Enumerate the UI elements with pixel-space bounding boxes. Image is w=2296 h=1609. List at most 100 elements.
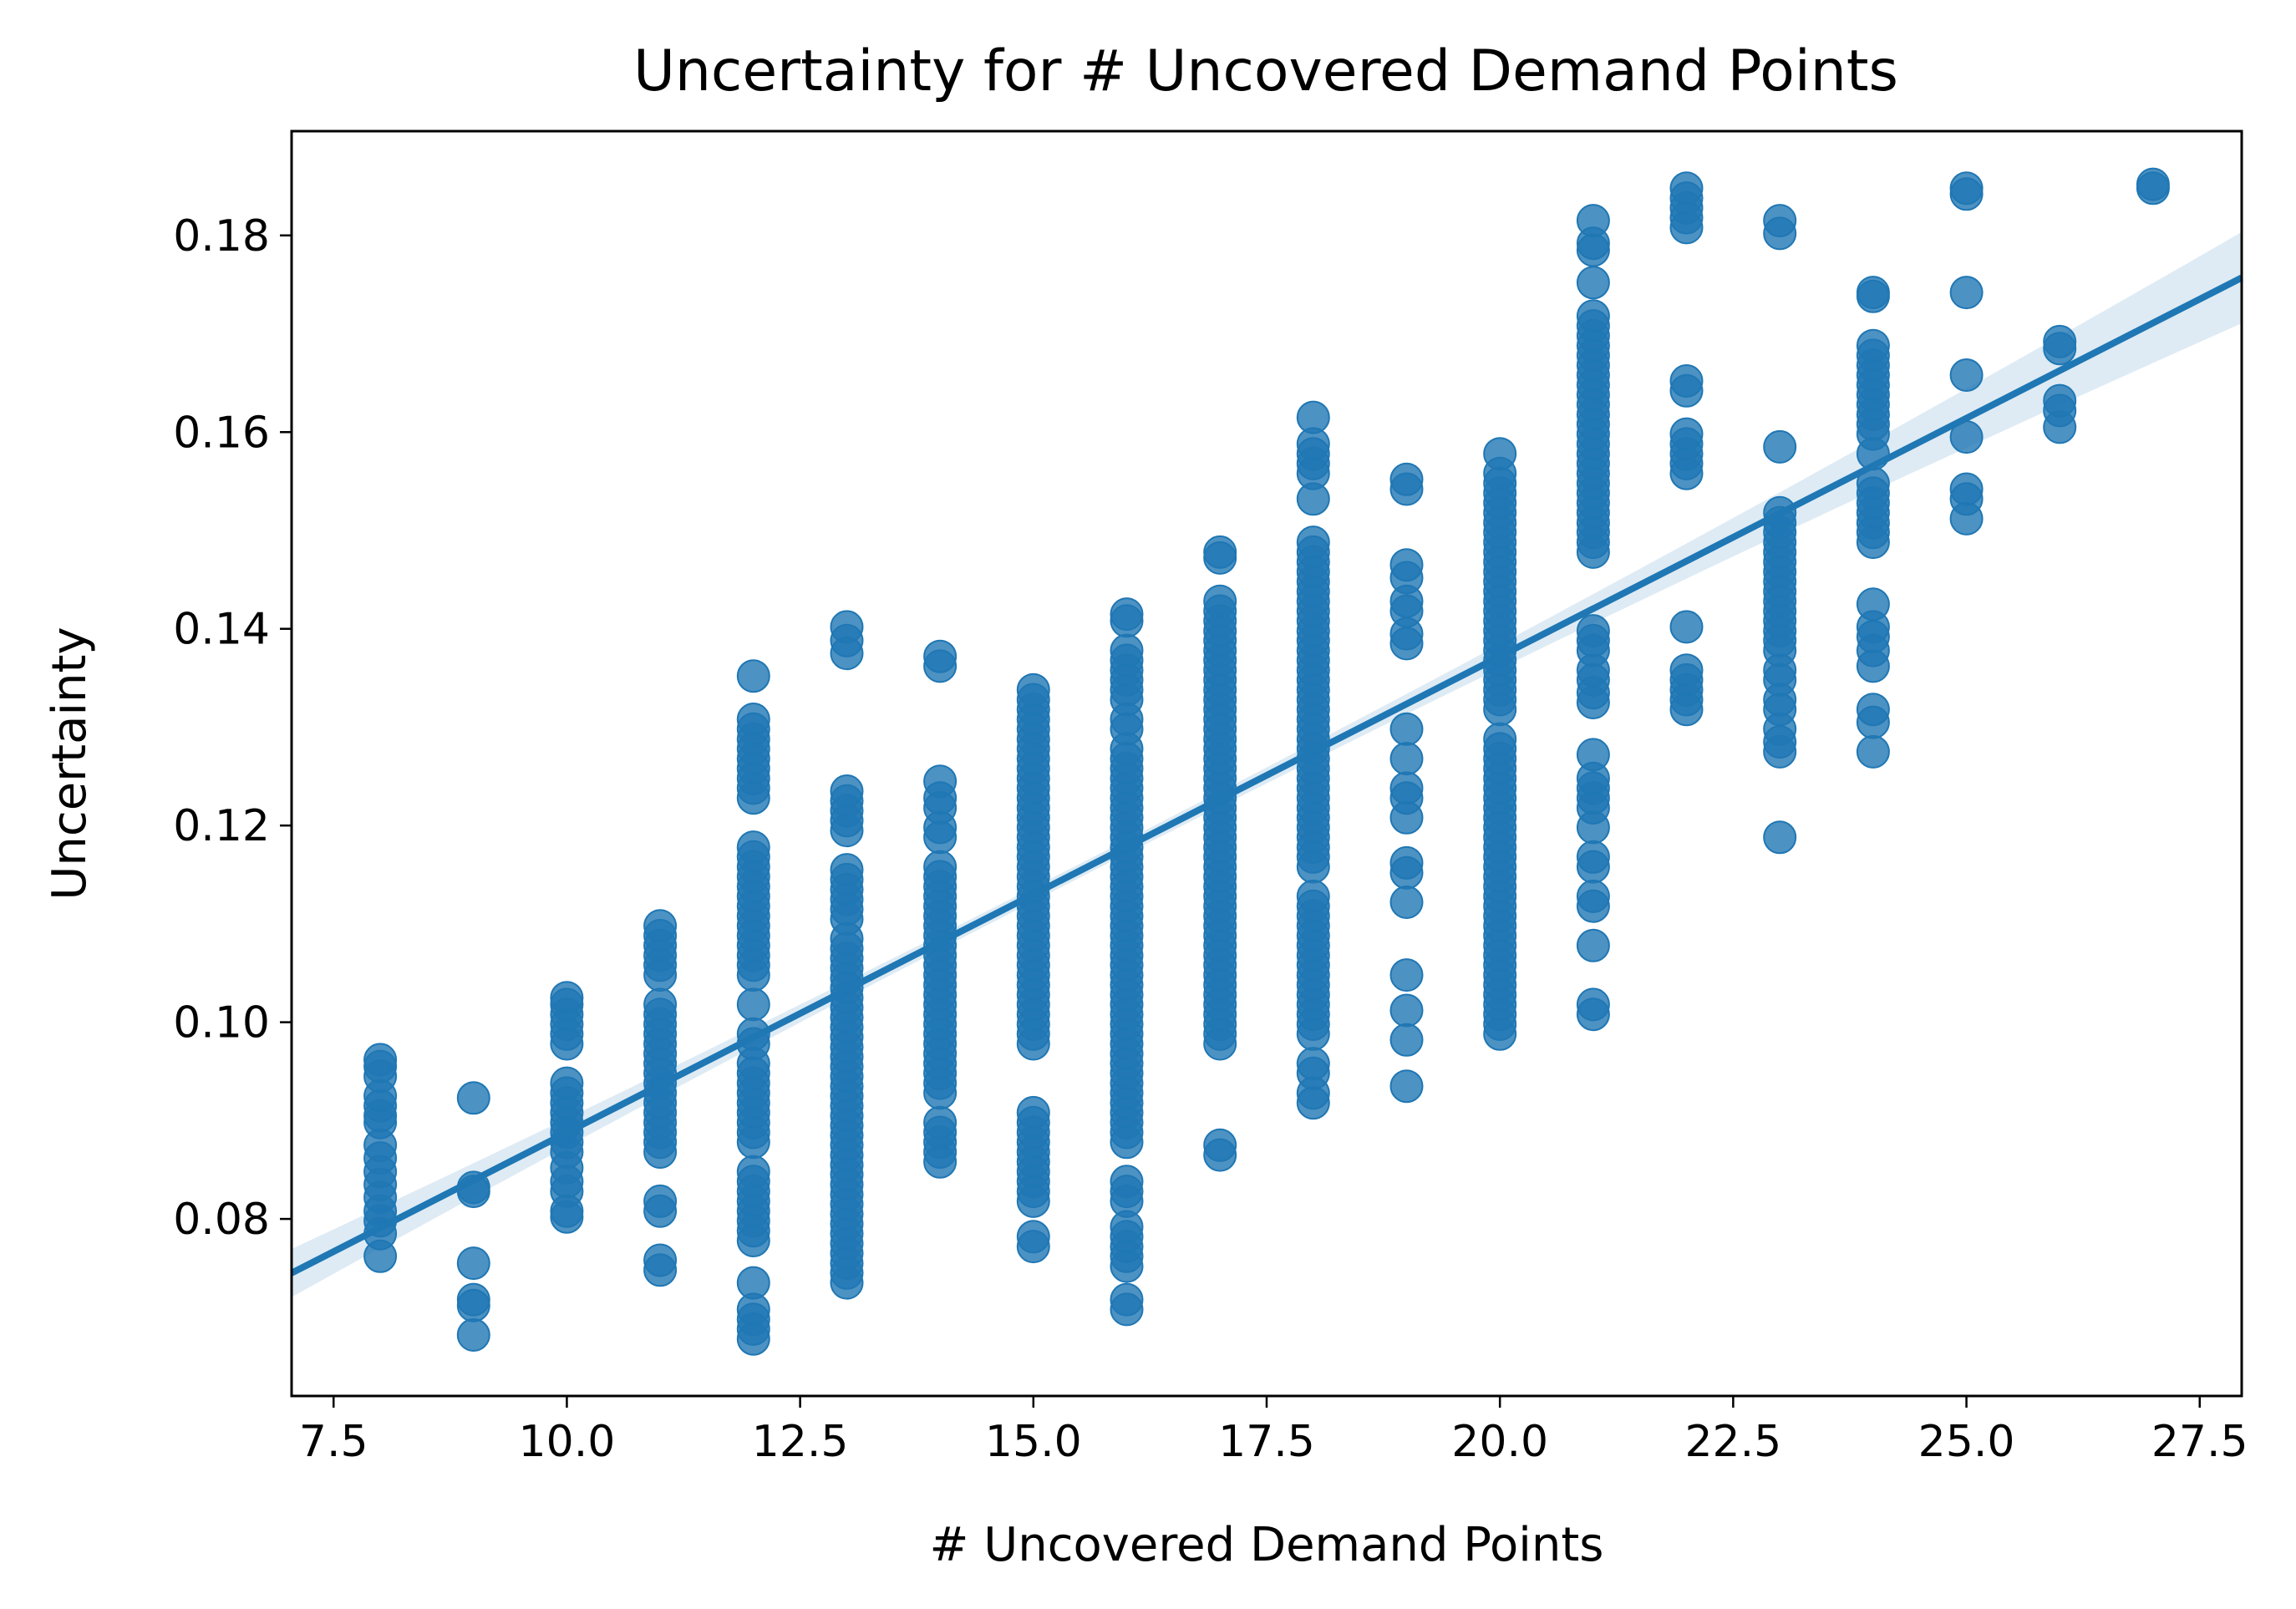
- data-point: [1856, 328, 1890, 363]
- x-tick-label: 20.0: [1451, 1417, 1548, 1467]
- data-point: [2136, 167, 2170, 201]
- x-tick-label: 27.5: [2151, 1417, 2248, 1467]
- data-point: [1110, 597, 1144, 632]
- data-point: [1576, 928, 1610, 962]
- data-point: [1110, 1165, 1144, 1199]
- data-point: [1949, 171, 1984, 206]
- data-point: [1389, 712, 1424, 746]
- data-point: [550, 981, 584, 1015]
- data-point: [1203, 535, 1237, 569]
- data-point: [1016, 1220, 1050, 1254]
- data-point: [923, 764, 958, 799]
- data-point: [1669, 171, 1704, 206]
- x-tick-label: 7.5: [299, 1417, 368, 1467]
- data-point: [550, 1066, 584, 1100]
- data-point: [830, 853, 864, 887]
- data-point: [1576, 299, 1610, 333]
- data-point: [1763, 204, 1797, 238]
- data-point: [1110, 633, 1144, 667]
- data-point: [1576, 987, 1610, 1022]
- data-point: [1203, 1128, 1237, 1162]
- data-point: [830, 774, 864, 808]
- y-tick-label: 0.16: [173, 408, 270, 458]
- y-axis-label: Uncertainty: [43, 627, 97, 900]
- data-point: [1669, 364, 1704, 398]
- data-point: [1856, 276, 1890, 310]
- data-point: [456, 1246, 490, 1281]
- x-tick-label: 22.5: [1684, 1417, 1781, 1467]
- x-tick-label: 25.0: [1918, 1417, 2015, 1467]
- data-point: [363, 1043, 398, 1077]
- data-point: [1389, 462, 1424, 496]
- data-point: [1576, 879, 1610, 913]
- data-point: [456, 1318, 490, 1352]
- confidence-band: [292, 231, 2242, 1297]
- data-point: [1389, 886, 1424, 919]
- data-point: [1389, 958, 1424, 992]
- data-point: [1949, 358, 1984, 392]
- x-tick-label: 12.5: [752, 1417, 849, 1467]
- data-point: [1576, 266, 1610, 300]
- chart-title: Uncertainty for # Uncovered Demand Point…: [633, 38, 1898, 104]
- data-point: [736, 987, 770, 1022]
- data-point: [1576, 840, 1610, 874]
- data-point: [1110, 1282, 1144, 1317]
- data-point: [923, 1105, 958, 1139]
- data-point: [643, 1243, 678, 1277]
- y-tick-label: 0.10: [173, 998, 270, 1048]
- data-point: [1296, 400, 1330, 434]
- data-point: [1016, 1095, 1050, 1129]
- data-point: [456, 1282, 490, 1317]
- data-point: [1763, 429, 1797, 464]
- y-axis-ticks: 0.08 0.10 0.12 0.14 0.16 0.18: [173, 211, 292, 1245]
- data-point: [1203, 584, 1237, 618]
- data-points: [363, 167, 2170, 1356]
- data-point: [1949, 276, 1984, 310]
- data-point: [736, 830, 770, 865]
- data-point: [736, 703, 770, 736]
- x-tick-label: 10.0: [519, 1417, 616, 1467]
- data-point: [643, 909, 678, 943]
- data-point: [1576, 204, 1610, 238]
- data-point: [1389, 548, 1424, 582]
- data-point: [1576, 738, 1610, 772]
- y-tick-label: 0.12: [173, 801, 270, 851]
- data-point: [456, 1081, 490, 1115]
- data-point: [736, 1266, 770, 1300]
- data-point: [1669, 417, 1704, 451]
- ci-band: [292, 231, 2242, 1297]
- data-point: [1389, 993, 1424, 1028]
- data-point: [1856, 693, 1890, 727]
- data-point: [1389, 742, 1424, 776]
- x-axis-label: # Uncovered Demand Points: [930, 1518, 1604, 1572]
- data-point: [643, 987, 678, 1022]
- y-tick-label: 0.14: [173, 605, 270, 655]
- data-point: [1856, 587, 1890, 622]
- plot-frame: [290, 129, 2243, 1398]
- data-point: [1949, 472, 1984, 506]
- data-point: [1389, 771, 1424, 805]
- data-point: [1483, 437, 1517, 471]
- data-point: [736, 659, 770, 693]
- data-point: [1856, 734, 1890, 769]
- data-point: [830, 610, 864, 644]
- data-point: [1669, 653, 1704, 688]
- x-axis-ticks: 7.5 10.0 12.5 15.0 17.5 20.0 22.5 25.0 27.5: [299, 1396, 2248, 1467]
- data-point: [1669, 610, 1704, 644]
- data-point: [643, 1184, 678, 1218]
- data-point: [1763, 820, 1797, 855]
- data-point: [923, 850, 958, 884]
- data-point: [2043, 324, 2077, 358]
- data-point: [1296, 1047, 1330, 1081]
- regression-line: [290, 274, 2243, 1277]
- data-point: [1389, 1023, 1424, 1057]
- regression-line-group: [290, 274, 2243, 1277]
- data-point: [2043, 383, 2077, 418]
- data-point: [1296, 525, 1330, 560]
- data-point: [923, 639, 958, 673]
- y-tick-label: 0.08: [173, 1195, 270, 1245]
- data-point: [1389, 1069, 1424, 1104]
- data-point: [1016, 673, 1050, 707]
- y-tick-label: 0.18: [173, 211, 270, 261]
